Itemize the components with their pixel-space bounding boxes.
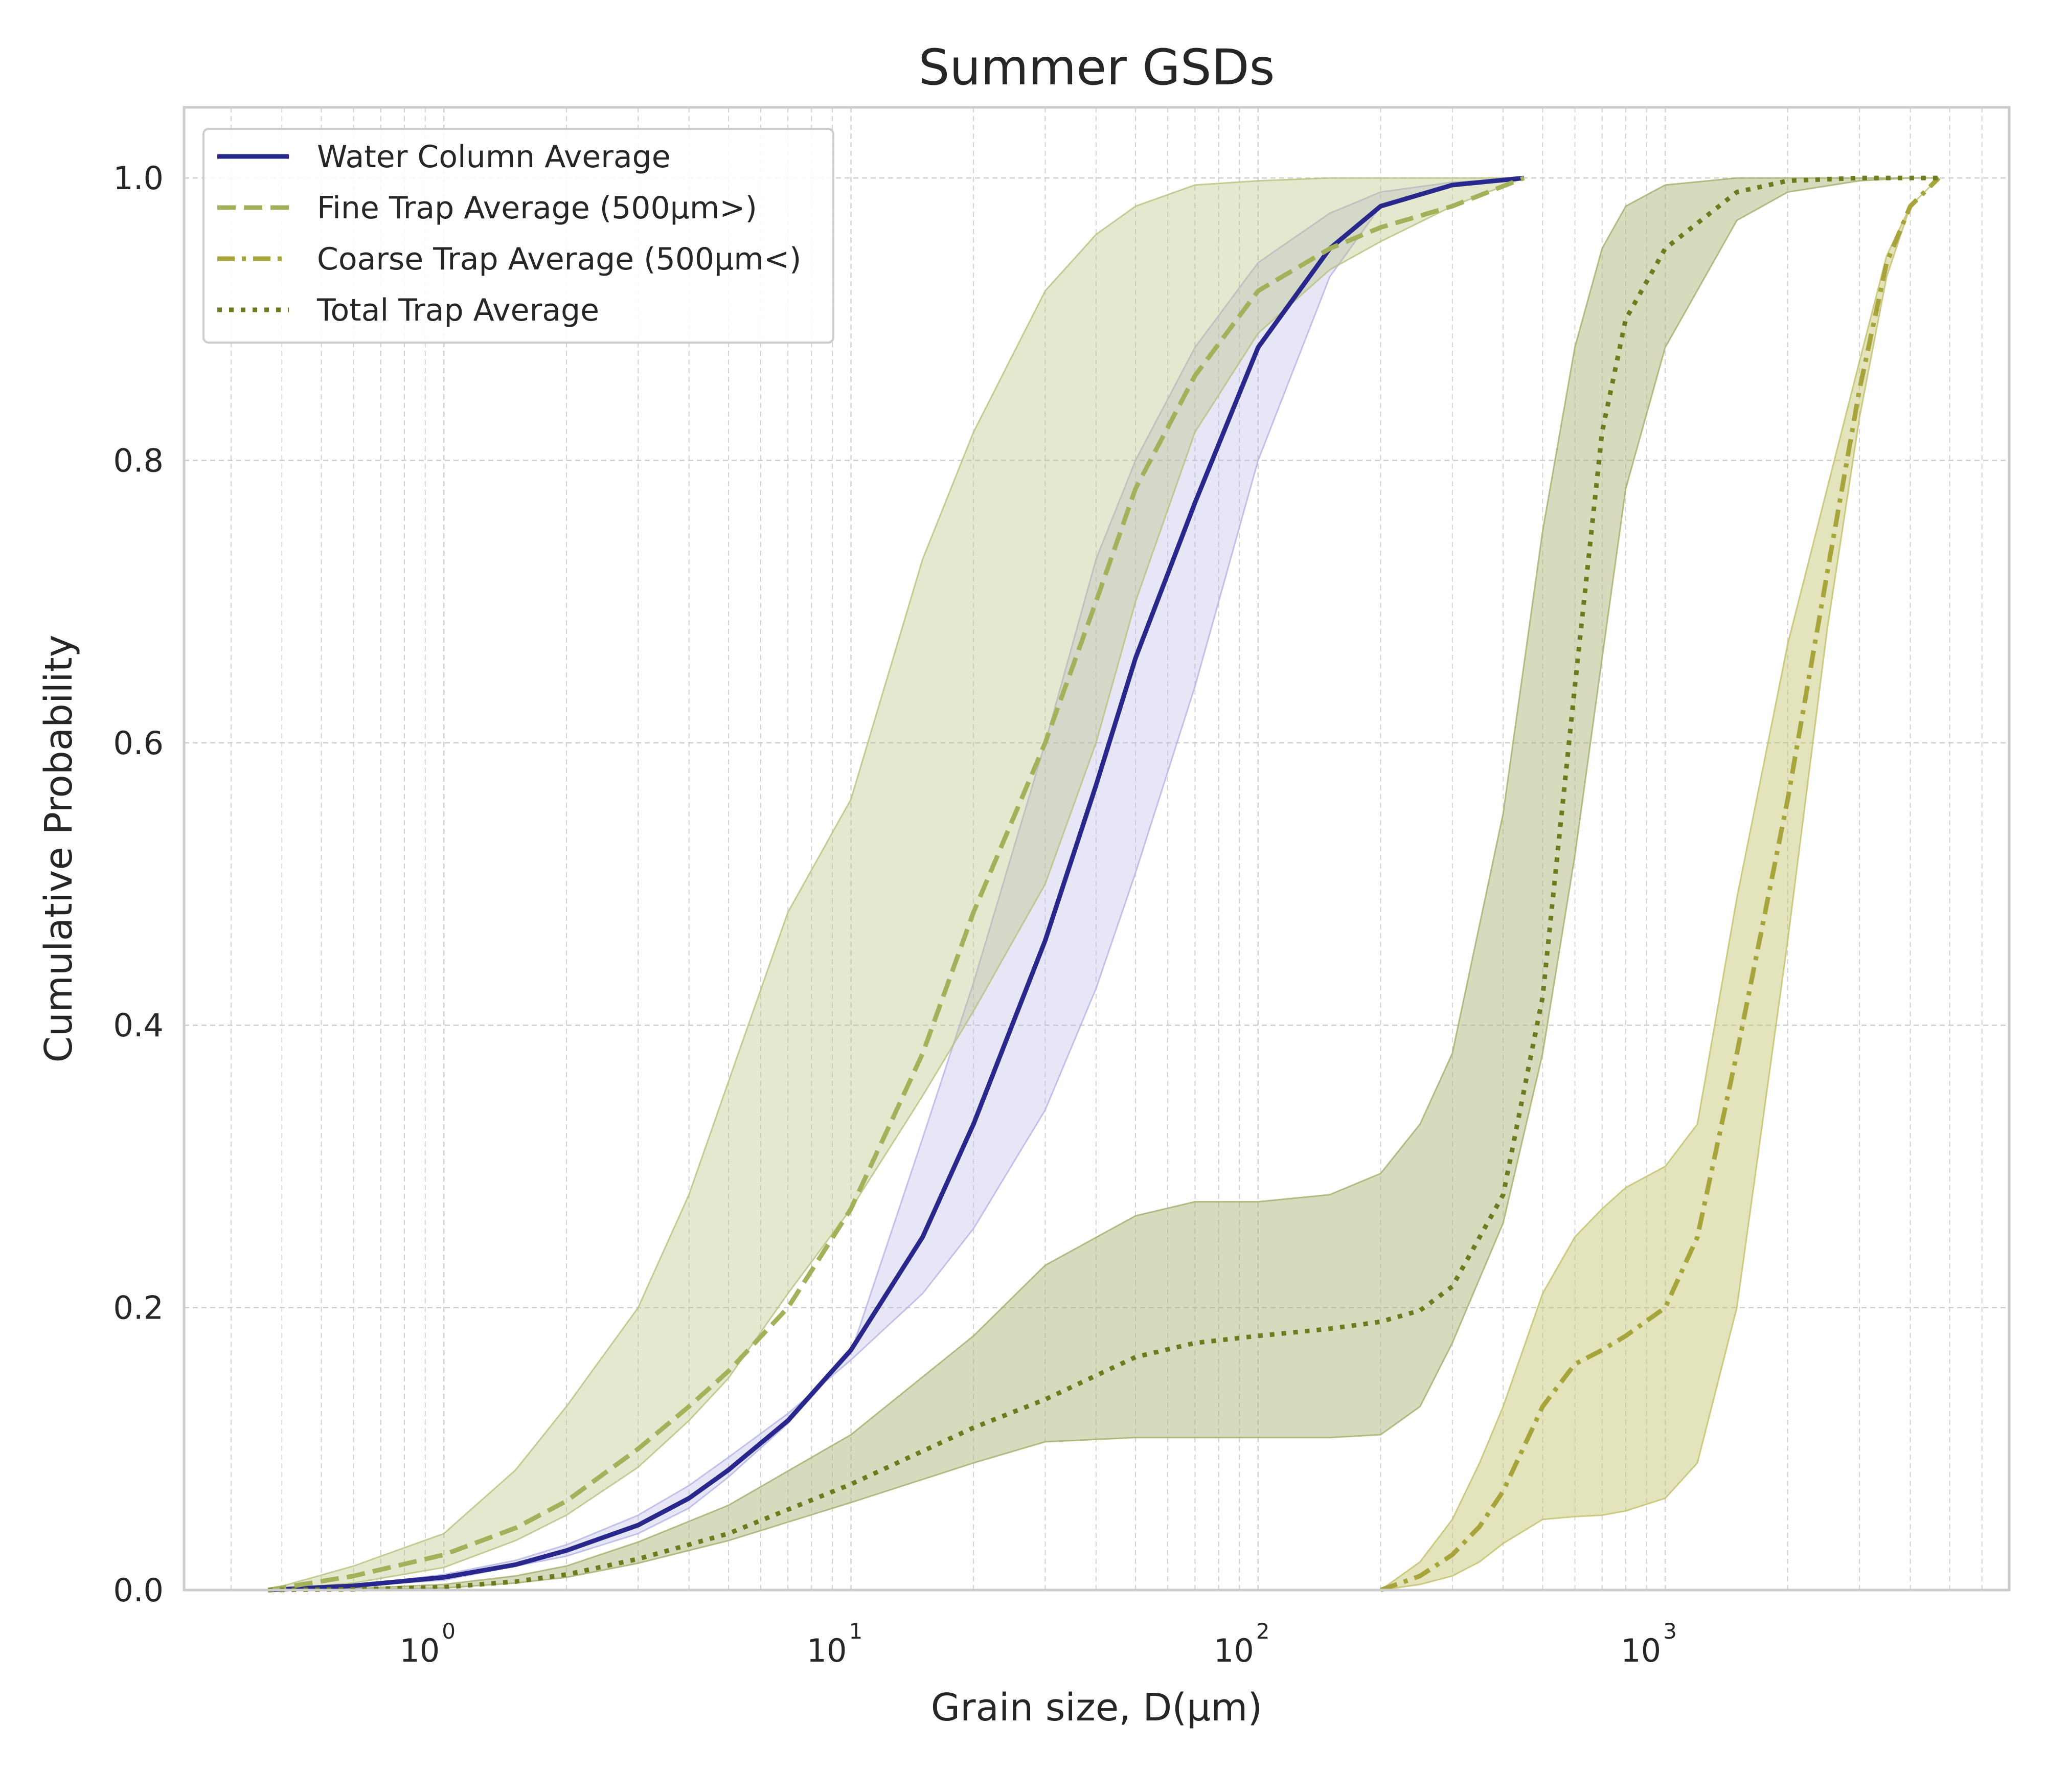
x-tick-exponent: 1 <box>849 1619 863 1644</box>
y-tick-label: 0.4 <box>113 1007 164 1044</box>
x-tick-label: 10 <box>807 1632 847 1669</box>
x-tick-exponent: 3 <box>1663 1619 1677 1644</box>
y-tick-label: 0.6 <box>113 724 164 762</box>
legend-label-total-trap: Total Trap Average <box>316 292 599 328</box>
chart-title: Summer GSDs <box>918 39 1275 96</box>
y-axis-label: Cumulative Probability <box>37 634 81 1062</box>
y-tick-label: 0.0 <box>113 1572 164 1609</box>
x-tick-exponent: 2 <box>1256 1619 1270 1644</box>
x-tick-label: 10 <box>399 1632 440 1669</box>
series-lines <box>267 175 1941 1593</box>
line-series-2 <box>1379 176 1941 1593</box>
plot-frame <box>183 106 2011 1592</box>
line-series-0 <box>268 175 1525 1593</box>
legend: Water Column Average Fine Trap Average (… <box>202 128 834 344</box>
y-tick-label: 0.8 <box>113 442 164 479</box>
legend-label-coarse-trap: Coarse Trap Average (500μm<) <box>317 241 801 277</box>
x-axis-label: Grain size, D(μm) <box>931 1686 1263 1730</box>
x-tick-label: 10 <box>1214 1632 1254 1669</box>
x-tick-label: 10 <box>1621 1632 1661 1669</box>
y-tick-label: 1.0 <box>113 160 164 197</box>
line-series-3 <box>268 175 1939 1593</box>
band-series-3 <box>268 177 1939 1591</box>
line-series-1 <box>267 175 1525 1593</box>
x-tick-exponent: 0 <box>442 1619 456 1644</box>
legend-label-fine-trap: Fine Trap Average (500μm>) <box>317 190 757 226</box>
y-tick-label: 0.2 <box>113 1289 164 1327</box>
legend-label-water-column: Water Column Average <box>317 139 671 175</box>
legend-box <box>202 128 834 344</box>
